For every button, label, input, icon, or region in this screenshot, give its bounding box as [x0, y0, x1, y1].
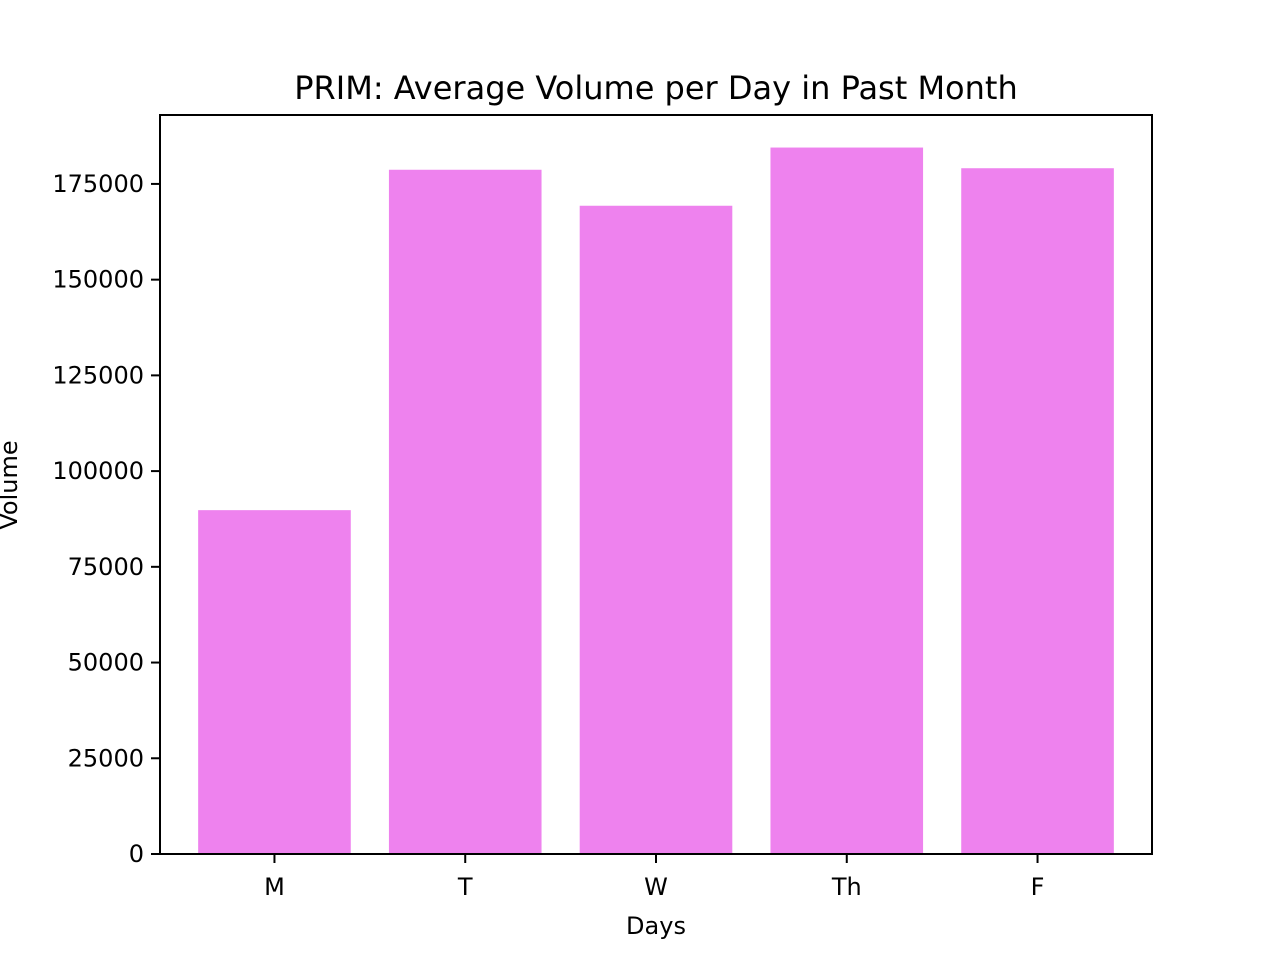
bar-m	[198, 510, 351, 854]
x-tick-label: W	[644, 873, 668, 901]
x-axis-ticks: M T W Th F	[264, 854, 1044, 901]
x-tick-label: F	[1031, 873, 1045, 901]
x-tick-label: M	[264, 873, 285, 901]
y-tick-label: 50000	[68, 649, 144, 677]
y-tick-label: 175000	[52, 170, 144, 198]
y-tick-label: 125000	[52, 361, 144, 389]
bar-w	[579, 205, 733, 854]
y-tick-label: 25000	[68, 744, 144, 772]
bar-f	[961, 168, 1114, 854]
x-tick-label: T	[457, 873, 473, 901]
x-axis-label: Days	[626, 912, 686, 940]
bar-th	[770, 147, 924, 854]
y-tick-label: 100000	[52, 457, 144, 485]
y-tick-label: 75000	[68, 553, 144, 581]
y-tick-label: 150000	[52, 266, 144, 294]
bar-t	[388, 169, 542, 854]
y-axis-label: Volume	[0, 440, 23, 529]
x-tick-label: Th	[831, 873, 862, 901]
bars-group	[198, 147, 1114, 854]
y-tick-label: 0	[129, 840, 144, 868]
y-axis-ticks: 0 25000 50000 75000 100000 125000 150000 175000	[52, 170, 160, 868]
chart-title: PRIM: Average Volume per Day in Past Mon…	[294, 69, 1017, 107]
